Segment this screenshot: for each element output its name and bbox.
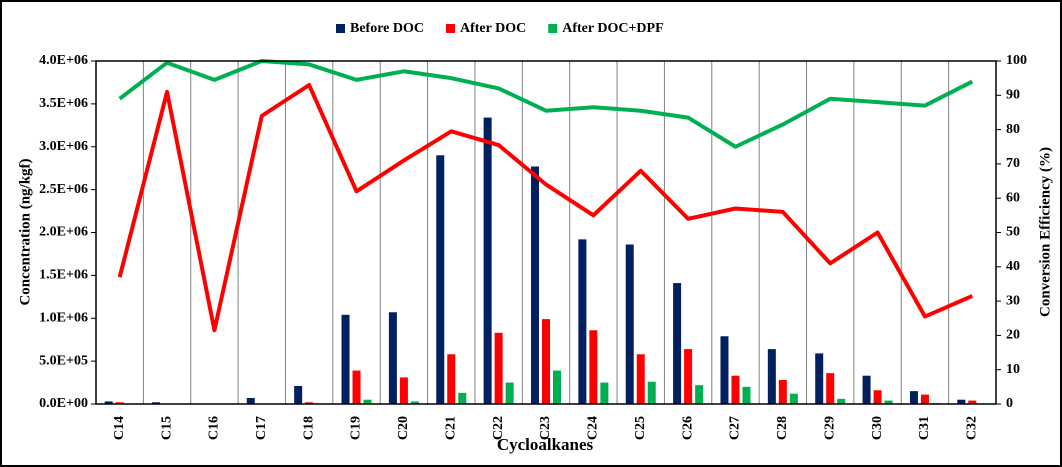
y2-axis-title: Conversion Efficiency (%): [1037, 147, 1053, 317]
x-tick-label: C21: [443, 416, 458, 440]
x-tick-label: C24: [586, 416, 601, 440]
y2-tick-label: 20: [1006, 328, 1020, 343]
y-tick-label: 3.5E+06: [39, 96, 88, 111]
bar: [388, 312, 397, 404]
bar: [447, 354, 456, 404]
bar: [494, 332, 503, 404]
bar: [410, 401, 419, 404]
legend-label: After DOC+DPF: [562, 21, 663, 36]
bar: [731, 375, 740, 404]
x-tick-label: C23: [538, 416, 553, 440]
x-tick-label: C20: [396, 416, 411, 440]
bar: [673, 283, 682, 404]
legend-swatch: [336, 24, 345, 33]
x-tick-label: C16: [207, 416, 222, 440]
x-axis-title: Cycloalkanes: [497, 435, 594, 454]
legend-swatch: [548, 24, 558, 33]
y-tick-label: 0.0E+00: [39, 396, 88, 411]
bar: [767, 349, 776, 404]
bar: [363, 399, 372, 404]
y2-tick-label: 50: [1006, 225, 1020, 240]
bar: [505, 382, 514, 404]
bar: [104, 401, 113, 404]
bar: [873, 390, 882, 404]
x-tick-label: C25: [633, 416, 648, 440]
y2-tick-label: 80: [1006, 122, 1020, 137]
x-tick-label: C27: [728, 416, 743, 440]
legend-label: Before DOC: [350, 21, 424, 36]
bar: [115, 402, 124, 404]
bar: [542, 319, 550, 404]
bar: [152, 402, 161, 404]
y2-tick-label: 30: [1006, 293, 1020, 308]
bar: [720, 336, 729, 404]
y-tick-label: 3.0E+06: [39, 139, 88, 154]
x-tick-label: C14: [112, 416, 127, 440]
bar: [884, 400, 893, 404]
legend-swatch: [446, 24, 455, 33]
y2-tick-label: 40: [1006, 259, 1020, 274]
bar: [837, 398, 846, 404]
y-tick-label: 2.0E+06: [39, 225, 88, 240]
x-tick-label: C29: [822, 416, 837, 440]
y-tick-label: 1.5E+06: [39, 268, 88, 283]
bar: [625, 244, 634, 404]
x-tick-label: C22: [491, 416, 506, 440]
bar: [294, 385, 303, 404]
x-tick-label: C18: [301, 416, 316, 440]
x-tick-label: C31: [917, 416, 932, 440]
bar: [695, 385, 704, 404]
legend-label: After DOC: [460, 21, 526, 36]
y2-tick-label: 90: [1006, 88, 1020, 103]
y2-tick-label: 10: [1006, 362, 1020, 377]
y2-tick-label: 60: [1006, 190, 1020, 205]
plot-border: [95, 60, 997, 405]
x-tick-label: C26: [680, 416, 695, 440]
bar: [436, 155, 445, 404]
y-axis-title: Concentration (ng/kgf): [17, 158, 33, 305]
bar: [553, 370, 561, 404]
x-tick-label: C28: [775, 416, 790, 440]
bar: [341, 314, 350, 404]
y-tick-label: 5.0E+05: [39, 353, 88, 368]
bar: [968, 400, 977, 404]
bar: [600, 382, 609, 404]
x-tick-label: C30: [870, 416, 885, 440]
bar: [826, 373, 835, 404]
bar: [920, 394, 929, 404]
bar: [246, 397, 255, 404]
x-tick-label: C15: [159, 416, 174, 440]
bar: [909, 391, 918, 404]
line: [117, 83, 974, 333]
x-tick-label: C17: [254, 416, 269, 440]
y-tick-label: 4.0E+06: [39, 53, 88, 68]
bar: [957, 399, 966, 404]
bar: [458, 392, 467, 404]
bar: [589, 330, 598, 404]
bar: [862, 375, 871, 404]
y2-tick-label: 70: [1006, 156, 1020, 171]
bar: [647, 381, 656, 404]
bar: [742, 386, 751, 404]
y-tick-label: 1.0E+06: [39, 310, 88, 325]
bar: [352, 370, 361, 404]
y2-tick-label: 0: [1006, 396, 1013, 411]
bar: [684, 349, 693, 404]
bar: [578, 239, 587, 404]
bar: [305, 402, 314, 404]
bar: [531, 166, 539, 404]
bar: [483, 117, 492, 404]
bar: [778, 379, 787, 404]
bar: [399, 377, 408, 404]
y-tick-label: 2.5E+06: [39, 182, 88, 197]
bar: [815, 353, 824, 404]
x-tick-label: C19: [349, 416, 364, 440]
bar: [789, 393, 798, 404]
x-tick-label: C32: [965, 416, 980, 440]
bar: [636, 354, 645, 404]
y2-tick-label: 100: [1006, 53, 1027, 68]
